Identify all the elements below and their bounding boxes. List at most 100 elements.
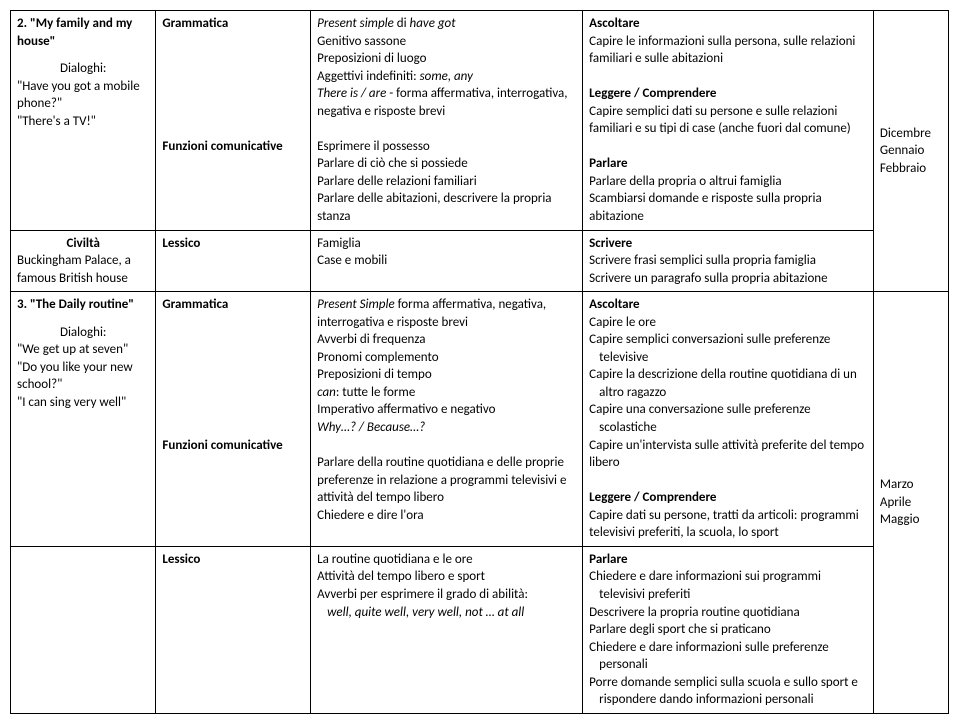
curriculum-table: 2. "My family and my house" Dialoghi: "H… xyxy=(10,10,949,714)
function-item: Chiedere e dire l'ora xyxy=(317,507,576,525)
function-item: Parlare delle abitazioni, descrivere la … xyxy=(317,190,576,225)
skill-item: Capire la descrizione della routine quot… xyxy=(589,366,867,384)
functions-label: Funzioni comunicative xyxy=(162,139,282,154)
month: Marzo xyxy=(880,476,942,494)
skill-item-indent: personali xyxy=(589,656,867,674)
dialogue-item: "Have you got a mobile phone?" xyxy=(17,78,149,113)
skill-item: Chiedere e dare informazioni sulle prefe… xyxy=(589,639,867,657)
unit-cell: 2. "My family and my house" Dialoghi: "H… xyxy=(11,11,156,231)
grammar-item: There is / are - forma affermativa, inte… xyxy=(317,85,576,120)
grammar-item: Aggettivi indefiniti: some, any xyxy=(317,68,576,86)
functions-label: Funzioni comunicative xyxy=(162,438,282,453)
skill-item: Scrivere un paragrafo sulla propria abit… xyxy=(589,270,867,288)
skill-item: Scambiarsi domande e risposte sulla prop… xyxy=(589,190,867,225)
grammar-label: Grammatica xyxy=(162,16,228,31)
civilta-cell: Civiltà Buckingham Palace, a famous Brit… xyxy=(11,230,156,292)
skill-item: Parlare della propria o altrui famiglia xyxy=(589,173,867,191)
dialogue-item: "Do you like your new school?" xyxy=(17,359,149,394)
month: Gennaio xyxy=(880,142,942,160)
category-cell: Lessico xyxy=(156,546,311,713)
month: Dicembre xyxy=(880,125,942,143)
grammar-item: Preposizioni di tempo xyxy=(317,366,576,384)
read-label: Leggere / Comprendere xyxy=(589,490,716,505)
month: Aprile xyxy=(880,494,942,512)
lexicon-item: La routine quotidiana e le ore xyxy=(317,551,576,569)
speak-label: Parlare xyxy=(589,156,627,171)
skill-item: Descrivere la propria routine quotidiana xyxy=(589,604,867,622)
category-cell: Grammatica Funzioni comunicative xyxy=(156,292,311,547)
empty-cell xyxy=(11,546,156,713)
civilta-text: Buckingham Palace, a famous British hous… xyxy=(17,252,149,287)
unit-title: 2. "My family and my house" xyxy=(17,16,132,49)
function-item: Parlare delle relazioni familiari xyxy=(317,173,576,191)
content-cell: Present simple di have got Genitivo sass… xyxy=(311,11,583,231)
grammar-item: Present Simple forma affermativa, negati… xyxy=(317,296,576,331)
grammar-item: can: tutte le forme xyxy=(317,384,576,402)
month: Maggio xyxy=(880,511,942,529)
dialogue-item: "I can sing very well" xyxy=(17,394,149,412)
content-cell: Present Simple forma affermativa, negati… xyxy=(311,292,583,547)
read-label: Leggere / Comprendere xyxy=(589,86,716,101)
category-cell: Grammatica Funzioni comunicative xyxy=(156,11,311,231)
table-row: 2. "My family and my house" Dialoghi: "H… xyxy=(11,11,949,231)
unit-title: 3. "The Daily routine" xyxy=(17,297,134,312)
content-cell: La routine quotidiana e le ore Attività … xyxy=(311,546,583,713)
skill-item-indent: televisive xyxy=(589,349,867,367)
lessico-label: Lessico xyxy=(162,236,200,251)
month: Febbraio xyxy=(880,160,942,178)
skill-item: Capire una conversazione sulle preferenz… xyxy=(589,401,867,419)
skill-item: Scrivere frasi semplici sulla propria fa… xyxy=(589,252,867,270)
skills-cell: Ascoltare Capire le ore Capire semplici … xyxy=(583,292,874,547)
skill-item: Capire le ore xyxy=(589,314,867,332)
function-item: Parlare della routine quotidiana e delle… xyxy=(317,454,576,507)
civilta-label: Civiltà xyxy=(66,236,99,251)
grammar-item: Imperativo affermativo e negativo xyxy=(317,401,576,419)
lessico-label: Lessico xyxy=(162,552,200,567)
dialoghi-label: Dialoghi: xyxy=(17,324,149,342)
skill-item: Capire le informazioni sulla persona, su… xyxy=(589,33,867,68)
dialoghi-label: Dialoghi: xyxy=(17,60,149,78)
table-row: 3. "The Daily routine" Dialoghi: "We get… xyxy=(11,292,949,547)
grammar-item: Why…? / Because…? xyxy=(317,419,576,437)
lexicon-item: Avverbi per esprimere il grado di abilit… xyxy=(317,586,576,604)
dialogue-item: "There's a TV!" xyxy=(17,113,149,131)
lexicon-item-indent: well, quite well, very well, not … at al… xyxy=(317,604,576,622)
lexicon-item: Case e mobili xyxy=(317,252,576,270)
skill-item: Capire un'intervista sulle attività pref… xyxy=(589,437,867,472)
skill-item: Chiedere e dare informazioni sui program… xyxy=(589,568,867,586)
table-row: Lessico La routine quotidiana e le ore A… xyxy=(11,546,949,713)
skill-item-indent: altro ragazzo xyxy=(589,384,867,402)
period-cell: Dicembre Gennaio Febbraio xyxy=(873,11,948,292)
skill-item: Capire semplici dati su persone e sulle … xyxy=(589,103,867,138)
lexicon-item: Famiglia xyxy=(317,235,576,253)
skill-item: Capire dati su persone, tratti da artico… xyxy=(589,507,867,542)
grammar-item: Present simple di have got xyxy=(317,15,576,33)
function-item: Esprimere il possesso xyxy=(317,138,576,156)
listen-label: Ascoltare xyxy=(589,16,639,31)
skill-item-indent: televisivi preferiti xyxy=(589,586,867,604)
function-item: Parlare di ciò che si possiede xyxy=(317,155,576,173)
skill-item-indent: scolastiche xyxy=(589,419,867,437)
content-cell: Famiglia Case e mobili xyxy=(311,230,583,292)
skill-item: Porre domande semplici sulla scuola e su… xyxy=(589,674,867,692)
skill-item: Parlare degli sport che si praticano xyxy=(589,621,867,639)
unit-cell: 3. "The Daily routine" Dialoghi: "We get… xyxy=(11,292,156,547)
lexicon-item: Attività del tempo libero e sport xyxy=(317,568,576,586)
skills-cell: Scrivere Scrivere frasi semplici sulla p… xyxy=(583,230,874,292)
skill-item: Capire semplici conversazioni sulle pref… xyxy=(589,331,867,349)
skills-cell: Ascoltare Capire le informazioni sulla p… xyxy=(583,11,874,231)
grammar-item: Avverbi di frequenza xyxy=(317,331,576,349)
grammar-item: Genitivo sassone xyxy=(317,33,576,51)
table-row: Civiltà Buckingham Palace, a famous Brit… xyxy=(11,230,949,292)
speak-label: Parlare xyxy=(589,552,627,567)
dialogue-item: "We get up at seven" xyxy=(17,341,149,359)
write-label: Scrivere xyxy=(589,236,632,251)
listen-label: Ascoltare xyxy=(589,297,639,312)
skills-cell: Parlare Chiedere e dare informazioni sui… xyxy=(583,546,874,713)
grammar-item: Preposizioni di luogo xyxy=(317,50,576,68)
period-cell: Marzo Aprile Maggio xyxy=(873,292,948,714)
skill-item-indent: rispondere dando informazioni personali xyxy=(589,691,867,709)
grammar-item: Pronomi complemento xyxy=(317,349,576,367)
grammar-label: Grammatica xyxy=(162,297,228,312)
category-cell: Lessico xyxy=(156,230,311,292)
